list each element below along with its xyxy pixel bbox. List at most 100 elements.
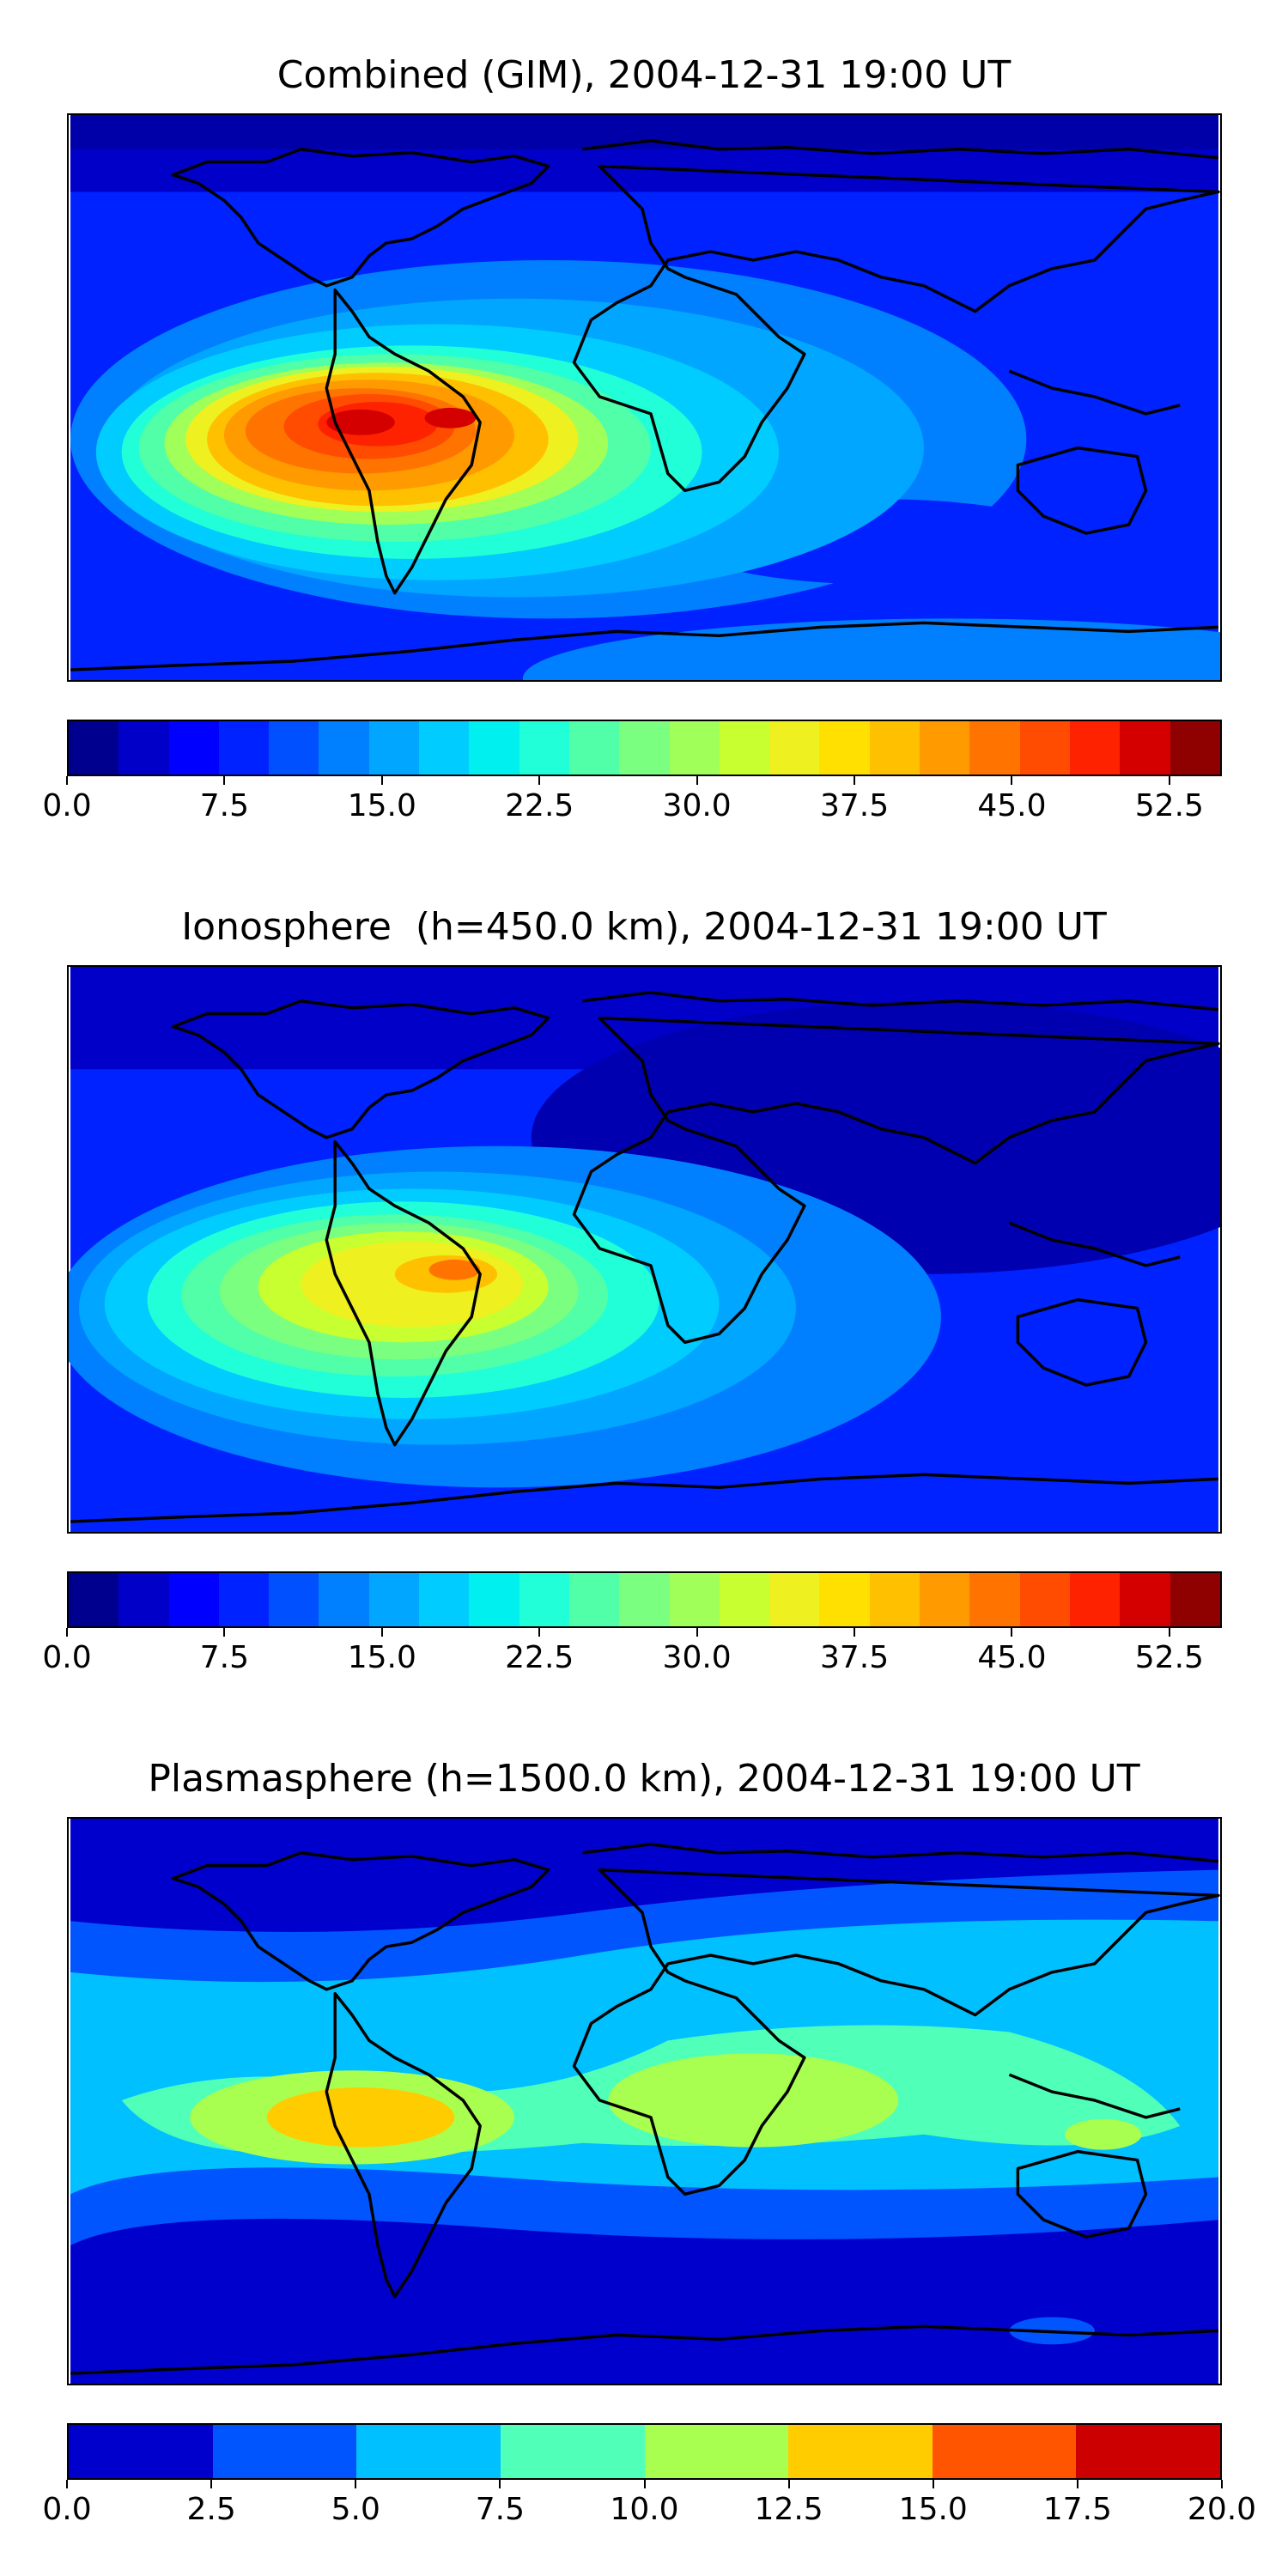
colorbar-swatch [1170,721,1220,775]
colorbar-swatch [669,1573,720,1626]
tick-label: 17.5 [1042,2492,1112,2527]
tick-label: 22.5 [505,1640,574,1675]
tick-label: 0.0 [42,1640,92,1675]
tick-mark [538,776,541,785]
tick-label: 7.5 [475,2492,526,2527]
colorbar-swatch [568,721,620,775]
colorbar-swatch [469,1573,519,1626]
colorbar-swatch [368,1573,420,1626]
tick-mark [538,1628,541,1637]
colorbar-swatch [1170,1573,1220,1626]
tick-label: 0.0 [42,788,92,823]
colorbar [67,720,1222,776]
tick-mark [223,1628,226,1637]
tick-label: 0.0 [42,2492,92,2527]
colorbar-swatch [69,1573,119,1626]
colorbar-swatch [218,1573,270,1626]
colorbar-swatch [118,721,169,775]
colorbar-swatch [1019,1573,1070,1626]
tick-mark [380,1628,383,1637]
colorbar-swatch [619,721,670,775]
colorbar-swatch [932,2425,1077,2478]
tick-label: 15.0 [898,2492,968,2527]
colorbar-swatch [419,1573,470,1626]
panel-title: Ionosphere (h=450.0 km), 2004-12-31 19:0… [181,905,1107,949]
tick-mark [696,776,698,785]
tick-mark [854,776,856,785]
tick-mark [1076,2480,1078,2488]
tec-map [67,1817,1222,2385]
tick-label: 20.0 [1187,2492,1257,2527]
tick-mark [1168,776,1170,785]
tec-contour-map [69,967,1220,1532]
tick-mark [854,1628,856,1637]
colorbar-swatch [769,721,820,775]
colorbar [67,1571,1222,1628]
colorbar-swatch [319,721,369,775]
colorbar-swatch [719,1573,770,1626]
colorbar-ticks: 0.0 2.5 5.0 7.5 10.0 12.5 15.0 17.5 20.0 [42,2480,1256,2527]
tick-mark [223,776,226,785]
colorbar-swatch [1120,721,1170,775]
colorbar-swatch [212,2425,357,2478]
tick-label: 7.5 [199,1640,250,1675]
colorbar-swatch [568,1573,620,1626]
tick-label: 37.5 [819,1640,890,1675]
tick-label: 15.0 [347,1640,416,1675]
tick-label: 5.0 [331,2492,380,2527]
colorbar-swatch [168,721,219,775]
colorbar-swatch [118,1573,169,1626]
colorbar-swatch [69,2425,213,2478]
tick-label: 12.5 [754,2492,823,2527]
colorbar-swatch [469,721,519,775]
colorbar-swatch [719,721,770,775]
colorbar-swatch [1019,721,1070,775]
colorbar-swatch [819,1573,870,1626]
colorbar-swatch [869,721,920,775]
tick-mark [932,2480,934,2488]
colorbar-swatch [168,1573,219,1626]
tick-mark [380,776,383,785]
tick-mark [787,2480,790,2488]
colorbar-swatch [619,1573,670,1626]
tick-mark [66,776,68,785]
panel-title: Plasmasphere (h=1500.0 km), 2004-12-31 1… [148,1757,1140,1801]
colorbar-ticks: 0.0 7.5 15.0 22.5 30.0 37.5 45.0 52.5 [42,1628,1222,1675]
tick-label: 30.0 [662,788,732,823]
colorbar-swatch [269,1573,319,1626]
colorbar-swatch [1120,1573,1170,1626]
colorbar [67,2423,1222,2480]
colorbar-swatch [869,1573,920,1626]
colorbar-swatch [69,721,119,775]
colorbar-swatch [519,721,569,775]
colorbar-swatch [669,721,720,775]
tick-mark [355,2480,357,2488]
tick-label: 15.0 [347,788,416,823]
colorbar-swatch [788,2425,933,2478]
tick-mark [210,2480,213,2488]
colorbar-swatch [519,1573,569,1626]
tick-mark [499,2480,501,2488]
tick-label: 30.0 [662,1640,732,1675]
colorbar-swatch [368,721,420,775]
colorbar-swatch [419,721,470,775]
tick-label: 52.5 [1134,1640,1204,1675]
colorbar-swatch [769,1573,820,1626]
tick-mark [1011,1628,1013,1637]
colorbar-swatch [356,2425,501,2478]
tick-label: 45.0 [977,1640,1047,1675]
colorbar-swatch [969,1573,1020,1626]
colorbar-swatch [500,2425,645,2478]
tick-mark [1168,1628,1170,1637]
colorbar-swatch [1076,2425,1220,2478]
tick-label: 2.5 [186,2492,236,2527]
tick-label: 7.5 [199,788,250,823]
colorbar-ticks: 0.0 7.5 15.0 22.5 30.0 37.5 45.0 52.5 [42,776,1222,823]
tick-label: 22.5 [505,788,574,823]
colorbar-swatch [269,721,319,775]
tec-map [67,113,1222,682]
tick-label: 45.0 [977,788,1047,823]
tec-contour-map [70,1819,1220,2384]
colorbar-swatch [819,721,870,775]
colorbar-swatch [218,721,270,775]
